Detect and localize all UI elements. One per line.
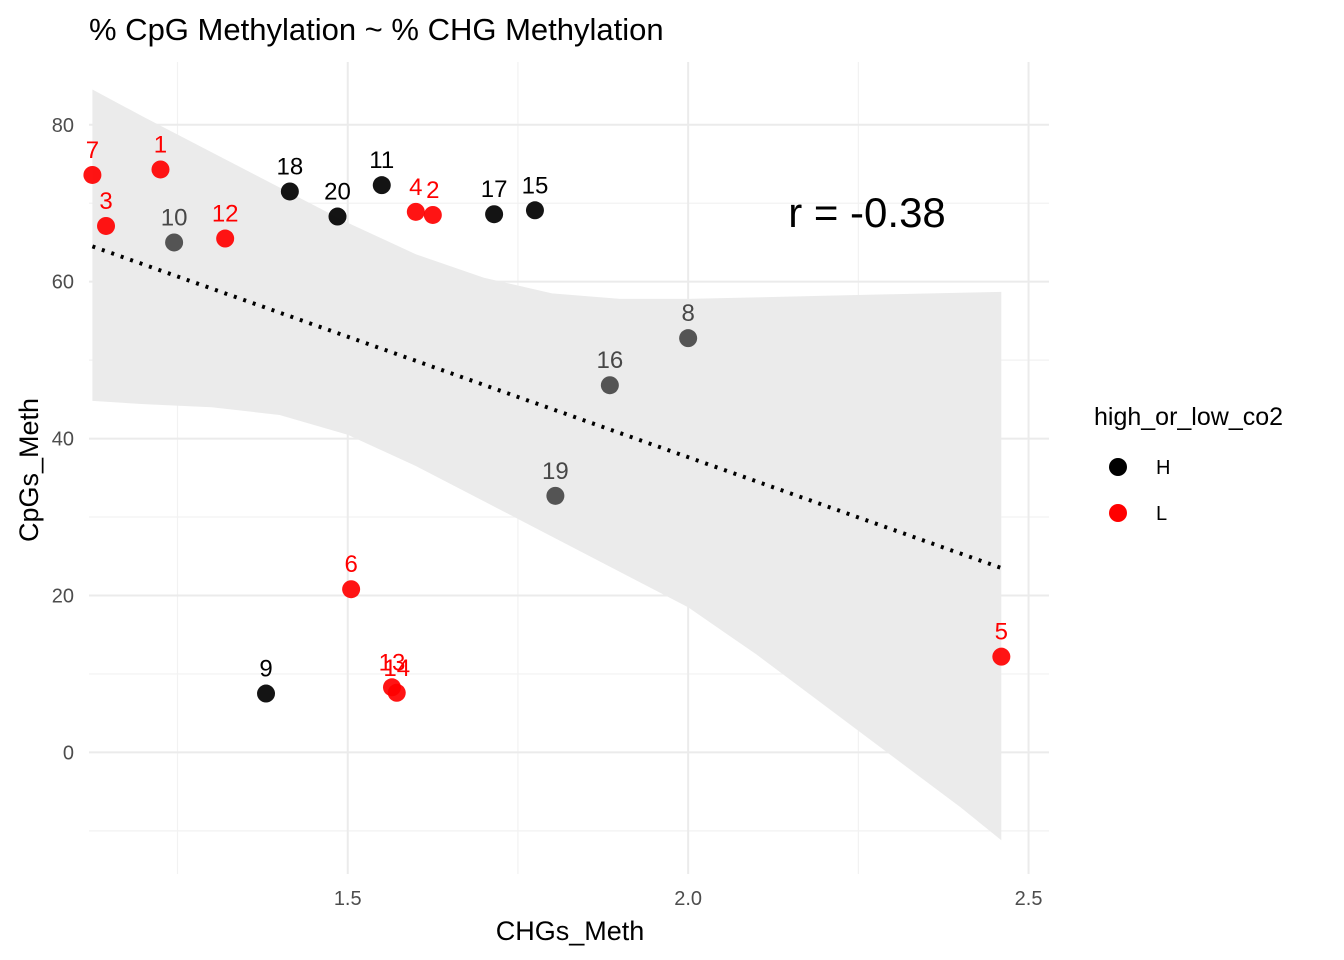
data-point-label: 1 [154,131,167,158]
y-tick-label: 60 [52,272,74,294]
correlation-annotation: r = -0.38 [788,189,946,236]
x-tick-label: 2.5 [1015,888,1043,910]
data-point [257,684,276,703]
trend-line [91,244,1003,570]
legend-key-h [1109,458,1127,476]
data-point-label: 2 [426,177,439,204]
data-point-label: 20 [324,179,351,206]
data-point-label: 7 [86,137,99,164]
data-point [151,160,170,179]
legend-title: high_or_low_co2 [1094,403,1283,431]
y-tick-label: 80 [52,115,74,137]
data-point [387,683,406,702]
data-point [280,182,299,201]
data-point-label: 17 [481,176,508,203]
data-point-label: 8 [681,300,694,327]
data-point [406,202,425,221]
legend: high_or_low_co2 HL [1094,403,1283,525]
data-point [342,580,361,599]
legend-items: HL [1109,457,1170,525]
data-point-label: 11 [369,147,394,174]
data-point-label: 15 [522,172,549,199]
data-point-label: 10 [161,204,188,231]
x-axis-title: CHGs_Meth [496,916,645,946]
data-point-label: 16 [596,347,623,374]
data-point-label: 13 [379,649,406,676]
data-points [83,160,1011,703]
trend-line-layer [91,244,1003,570]
data-point [485,205,504,224]
y-axis-title: CpGs_Meth [14,398,44,542]
y-tick-label: 20 [52,585,74,607]
x-tick-label: 1.5 [334,888,362,910]
data-point-label: 3 [99,188,112,215]
data-point-label: 12 [212,201,239,228]
data-point [165,233,184,252]
legend-key-l [1109,504,1127,522]
data-point [372,176,391,195]
data-point [679,329,698,348]
data-point-label: 14 [383,655,410,682]
data-point [216,229,235,248]
chart-title: % CpG Methylation ~ % CHG Methylation [89,12,664,47]
data-point [83,165,102,184]
x-tick-label: 2.0 [674,888,702,910]
data-point [423,205,442,224]
data-point [97,216,116,235]
confidence-band-layer [92,89,1002,841]
confidence-band [92,89,1002,841]
data-point-label: 18 [276,153,303,180]
legend-label: L [1156,503,1167,525]
data-point-label: 5 [995,619,1008,646]
y-tick-label: 40 [52,429,74,451]
y-tick-label: 0 [63,742,74,764]
data-point-label: 6 [344,551,357,578]
data-point [992,647,1011,666]
data-point-label: 4 [409,174,422,201]
tick-labels: 0 20 40 60 80 1.5 2.0 2.5 [52,115,1043,910]
data-point [600,376,619,395]
data-point [525,201,544,220]
data-point [328,207,347,226]
data-point-label: 19 [542,458,569,485]
data-point [546,486,565,505]
data-point-label: 9 [259,656,272,683]
legend-label: H [1156,457,1170,479]
